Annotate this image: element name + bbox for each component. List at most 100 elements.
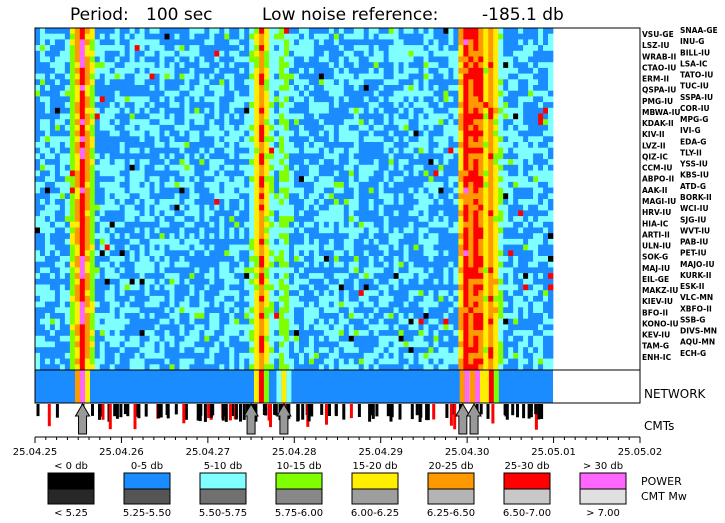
heatmap-cell xyxy=(373,62,380,69)
heatmap-cell xyxy=(343,79,350,86)
heatmap-cell xyxy=(199,107,205,114)
heatmap-cell xyxy=(523,176,529,183)
heatmap-cell xyxy=(453,216,459,223)
heatmap-cell xyxy=(303,90,310,97)
heatmap-cell xyxy=(64,164,71,171)
heatmap-cell xyxy=(174,238,180,245)
heatmap-cell xyxy=(134,181,140,188)
heatmap-cell xyxy=(59,267,66,274)
heatmap-cell xyxy=(204,233,210,240)
heatmap-cell xyxy=(523,290,529,297)
heatmap-cell xyxy=(448,244,454,251)
heatmap-cell xyxy=(54,79,61,86)
heatmap-cell xyxy=(443,62,449,69)
heatmap-cell xyxy=(418,113,424,120)
heatmap-cell xyxy=(239,96,245,103)
heatmap-cell xyxy=(458,39,464,46)
heatmap-cell xyxy=(144,96,150,103)
heatmap-cell xyxy=(254,238,260,245)
heatmap-cell xyxy=(348,159,355,166)
heatmap-cell xyxy=(294,267,300,274)
heatmap-cell xyxy=(403,28,409,35)
heatmap-cell xyxy=(214,39,220,46)
heatmap-cell xyxy=(333,62,340,69)
heatmap-cell xyxy=(358,62,365,69)
heatmap-cell xyxy=(433,278,439,285)
heatmap-cell xyxy=(433,267,439,274)
heatmap-cell xyxy=(204,28,210,35)
heatmap-cell xyxy=(294,238,300,245)
heatmap-cell xyxy=(169,267,175,274)
heatmap-cell xyxy=(353,136,360,143)
heatmap-cell xyxy=(224,79,230,86)
heatmap-cell xyxy=(328,193,335,200)
heatmap-cell xyxy=(89,295,96,302)
heatmap-cell xyxy=(69,278,76,285)
heatmap-cell xyxy=(438,204,444,211)
heatmap-cell xyxy=(328,39,335,46)
heatmap-cell xyxy=(59,50,66,57)
heatmap-cell xyxy=(94,227,101,234)
heatmap-cell xyxy=(259,90,265,97)
heatmap-cell xyxy=(54,278,61,285)
heatmap-cell xyxy=(383,210,389,217)
heatmap-cell xyxy=(348,273,355,280)
heatmap-cell xyxy=(184,159,190,166)
heatmap-cell xyxy=(363,227,370,234)
heatmap-cell xyxy=(184,28,190,35)
heatmap-cell xyxy=(144,204,150,211)
heatmap-cell xyxy=(413,119,419,126)
heatmap-cell xyxy=(154,107,160,114)
heatmap-cell xyxy=(74,102,81,109)
heatmap-cell xyxy=(69,256,76,263)
heatmap-cell xyxy=(313,124,320,131)
heatmap-cell xyxy=(393,233,399,240)
heatmap-cell xyxy=(144,295,150,302)
heatmap-cell xyxy=(289,73,295,80)
heatmap-cell xyxy=(528,85,534,92)
heatmap-cell xyxy=(543,261,549,268)
heatmap-cell xyxy=(298,250,305,257)
heatmap-cell xyxy=(368,85,375,92)
heatmap-cell xyxy=(473,45,479,52)
heatmap-cell xyxy=(463,261,469,268)
heatmap-cell xyxy=(378,147,384,154)
heatmap-cell xyxy=(264,164,270,171)
heatmap-cell xyxy=(528,33,534,40)
heatmap-cell xyxy=(548,267,554,274)
heatmap-cell xyxy=(199,119,205,126)
heatmap-cell xyxy=(59,290,66,297)
heatmap-cell xyxy=(229,295,235,302)
heatmap-cell xyxy=(144,290,150,297)
heatmap-cell xyxy=(79,153,86,160)
heatmap-cell xyxy=(303,124,310,131)
heatmap-cell xyxy=(35,56,41,63)
heatmap-cell xyxy=(478,142,484,149)
heatmap-cell xyxy=(343,28,350,35)
heatmap-cell xyxy=(119,102,125,109)
heatmap-cell xyxy=(548,90,554,97)
heatmap-cell xyxy=(144,124,150,131)
heatmap-cell xyxy=(214,221,220,228)
heatmap-cell xyxy=(448,176,454,183)
heatmap-cell xyxy=(264,170,270,177)
heatmap-cell xyxy=(333,193,340,200)
heatmap-cell xyxy=(473,221,479,228)
heatmap-cell xyxy=(149,273,155,280)
heatmap-cell xyxy=(493,278,499,285)
heatmap-cell xyxy=(44,124,51,131)
heatmap-cell xyxy=(89,124,96,131)
heatmap-cell xyxy=(533,290,539,297)
heatmap-cell xyxy=(199,250,205,257)
heatmap-cell xyxy=(174,136,180,143)
heatmap-cell xyxy=(124,50,130,57)
heatmap-cell xyxy=(498,256,504,263)
heatmap-cell xyxy=(328,159,335,166)
heatmap-cell xyxy=(518,28,524,35)
heatmap-cell xyxy=(438,210,444,217)
heatmap-cell xyxy=(528,284,534,291)
heatmap-cell xyxy=(458,142,464,149)
heatmap-cell xyxy=(159,170,165,177)
heatmap-cell xyxy=(323,164,330,171)
heatmap-cell xyxy=(538,261,544,268)
